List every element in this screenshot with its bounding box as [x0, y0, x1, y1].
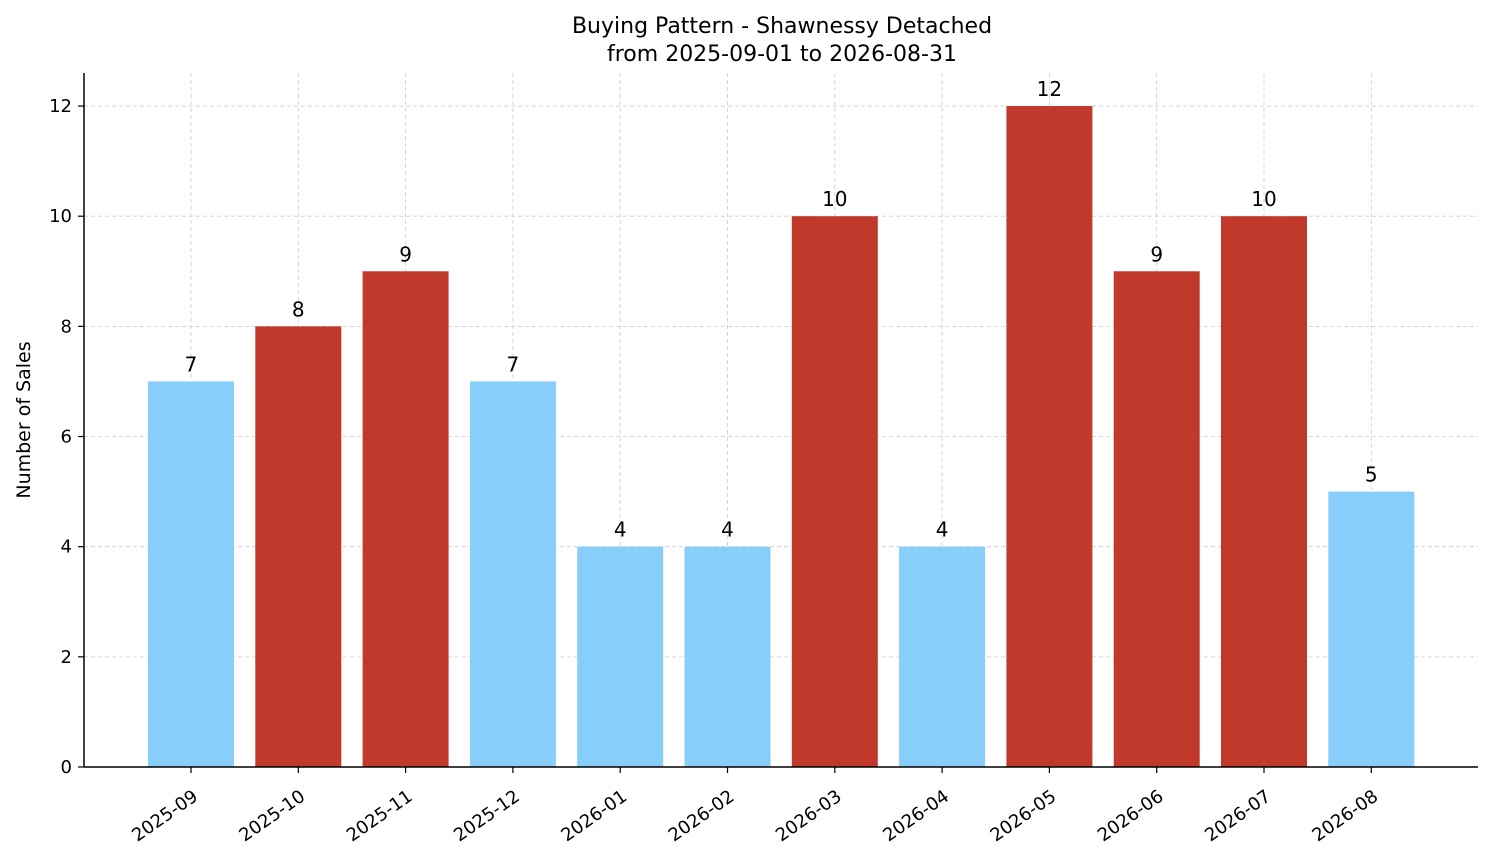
bar-value-label: 9 [1150, 242, 1163, 266]
bar-2026-04 [899, 546, 986, 767]
x-tick-label: 2026-06 [1094, 786, 1168, 846]
bar-value-label: 5 [1365, 463, 1378, 487]
x-tick-label: 2026-02 [665, 786, 739, 846]
x-tick-label: 2026-08 [1309, 786, 1383, 846]
y-tick-label: 0 [61, 757, 72, 778]
bar-2026-07 [1221, 216, 1307, 767]
bar-value-label: 4 [936, 518, 949, 542]
y-tick-label: 2 [61, 647, 72, 668]
x-tick-label: 2026-03 [772, 786, 846, 846]
y-tick-label: 10 [49, 206, 72, 227]
bar-2026-05 [1006, 106, 1093, 768]
bar-value-label: 4 [614, 518, 627, 542]
x-tick-label: 2025-11 [343, 786, 417, 846]
bar-value-label: 9 [399, 242, 412, 266]
bar-2026-02 [684, 546, 771, 767]
x-tick-label: 2025-09 [128, 786, 202, 846]
x-tick-label: 2025-10 [236, 786, 310, 846]
x-tick-label: 2026-05 [987, 786, 1061, 846]
bar-2025-10 [255, 326, 342, 767]
x-tick-label: 2026-07 [1201, 786, 1275, 846]
x-tick-label: 2026-04 [879, 786, 953, 846]
bar-value-label: 12 [1037, 77, 1062, 101]
y-tick-label: 8 [61, 316, 72, 337]
x-tick-label: 2026-01 [557, 786, 631, 846]
bar-2026-01 [577, 546, 664, 767]
bar-2026-03 [791, 216, 878, 767]
y-tick-label: 4 [61, 537, 72, 558]
axes [78, 73, 1478, 773]
y-tick-label: 6 [61, 427, 72, 448]
chart-title-line-2: from 2025-09-01 to 2026-08-31 [607, 42, 957, 67]
y-tick-label: 12 [49, 96, 72, 117]
bar-2026-06 [1113, 271, 1200, 767]
bar-value-label: 7 [507, 352, 520, 376]
bar-value-label: 10 [822, 187, 847, 211]
bar-value-label: 4 [721, 518, 734, 542]
chart-title-line-1: Buying Pattern - Shawnessy Detached [572, 14, 992, 39]
bar-value-label: 8 [292, 297, 305, 321]
bar-value-label: 10 [1251, 187, 1276, 211]
bar-value-label: 7 [185, 352, 198, 376]
bar-2025-11 [362, 271, 449, 767]
bar-2026-08 [1328, 491, 1415, 767]
bar-2025-12 [469, 381, 556, 767]
x-tick-label: 2025-12 [450, 786, 524, 846]
y-axis-label: Number of Sales [13, 341, 35, 498]
bar-2025-09 [148, 381, 234, 767]
bars [148, 106, 1415, 768]
